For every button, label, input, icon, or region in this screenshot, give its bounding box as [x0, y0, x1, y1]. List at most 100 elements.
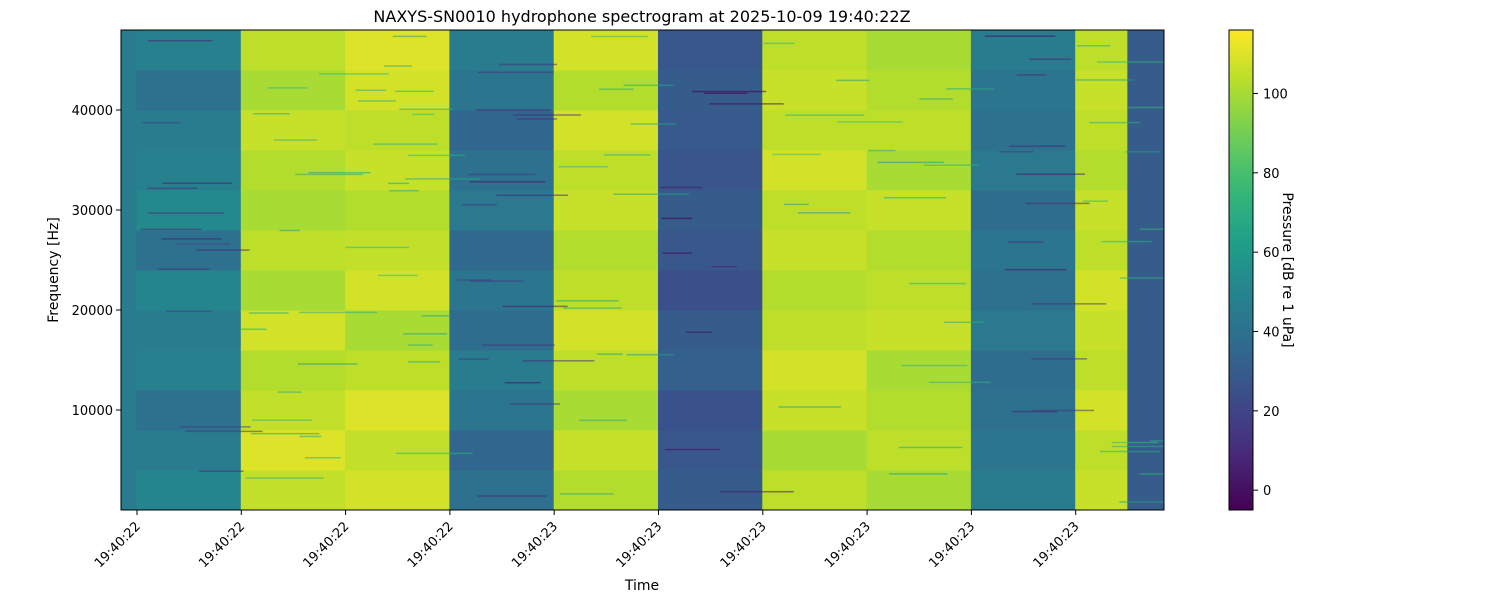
- harmonic-streak: [877, 161, 944, 164]
- heatmap-cell: [136, 189, 242, 231]
- heatmap-cell: [136, 389, 242, 431]
- harmonic-streak: [140, 228, 202, 231]
- heatmap-cell: [553, 30, 659, 71]
- heatmap-cell: [762, 229, 868, 271]
- harmonic-streak: [923, 164, 979, 166]
- harmonic-streak: [1031, 358, 1087, 360]
- heatmap-cell: [658, 229, 764, 271]
- harmonic-streak: [1029, 58, 1072, 60]
- heatmap-cell: [449, 69, 555, 111]
- harmonic-streak: [837, 121, 903, 123]
- x-axis-label: Time: [624, 578, 659, 594]
- colorbar: [1228, 29, 1254, 511]
- y-tick-label: 40000: [72, 104, 113, 119]
- heatmap-cell: [240, 149, 347, 191]
- harmonic-streak: [295, 173, 364, 176]
- heatmap-cell: [658, 349, 764, 391]
- harmonic-streak: [984, 35, 1056, 37]
- harmonic-streak: [499, 63, 557, 66]
- heatmap-cell: [240, 429, 347, 471]
- heatmap-cell: [240, 229, 347, 271]
- colorbar-ticks: 0 20 40 60 80 100: [1253, 87, 1288, 499]
- harmonic-streak: [630, 123, 676, 125]
- heatmap-cell: [553, 109, 659, 151]
- harmonic-streak: [161, 238, 222, 240]
- heatmap-cell: [449, 189, 555, 231]
- harmonic-streak: [176, 243, 230, 245]
- heatmap-cell: [553, 309, 659, 351]
- harmonic-streak: [461, 204, 497, 206]
- harmonic-streak: [1112, 445, 1164, 448]
- harmonic-streak: [563, 307, 622, 309]
- harmonic-streak: [477, 71, 554, 74]
- heatmap-cell: [762, 309, 868, 351]
- heatmap-cell: [240, 269, 347, 311]
- harmonic-streak: [558, 165, 608, 168]
- heatmap-cell: [449, 309, 555, 351]
- heatmap-cell: [658, 309, 764, 351]
- harmonic-streak: [250, 432, 320, 435]
- heatmap-cell: [345, 469, 451, 510]
- harmonic-streak: [797, 212, 851, 214]
- harmonic-streak: [660, 186, 702, 189]
- harmonic-streak: [403, 333, 448, 335]
- harmonic-streak: [469, 280, 524, 282]
- harmonic-streak: [241, 328, 267, 331]
- heatmap-cell: [866, 349, 972, 391]
- harmonic-streak: [919, 98, 953, 100]
- harmonic-streak: [1120, 277, 1164, 279]
- harmonic-streak: [1031, 303, 1107, 305]
- heatmap-cell: [658, 189, 764, 231]
- colorbar-tick-label: 100: [1263, 87, 1288, 102]
- heatmap-cell: [866, 309, 972, 351]
- heatmap-cell: [240, 109, 347, 151]
- heatmap-cell: [136, 149, 242, 191]
- heatmap-cell: [136, 109, 242, 151]
- heatmap-cell: [866, 389, 972, 431]
- harmonic-streak: [1004, 268, 1067, 271]
- harmonic-streak: [785, 114, 865, 116]
- heatmap-cell: [970, 229, 1077, 271]
- heatmap-cell: [345, 229, 451, 271]
- harmonic-streak: [392, 35, 427, 38]
- plot-area-frame: [120, 29, 1165, 511]
- colorbar-tick-label: 40: [1263, 325, 1280, 340]
- harmonic-streak: [253, 113, 290, 115]
- harmonic-streak: [1009, 145, 1066, 147]
- heatmap-cell: [866, 269, 972, 311]
- x-tick-label: 19:40:23: [718, 519, 770, 571]
- heatmap-cell: [866, 109, 972, 151]
- harmonic-streak: [928, 381, 991, 384]
- heatmap-cell: [553, 429, 659, 471]
- heatmap-cell: [345, 189, 451, 231]
- harmonic-streak: [703, 92, 748, 94]
- spectrogram-heatmap: [121, 30, 1164, 510]
- harmonic-streak: [664, 448, 721, 451]
- harmonic-streak: [603, 154, 651, 156]
- heatmap-cell: [136, 269, 242, 311]
- heatmap-cell: [866, 229, 972, 271]
- heatmap-cell: [553, 469, 659, 510]
- harmonic-streak: [1076, 79, 1135, 81]
- harmonic-streak: [412, 113, 435, 116]
- harmonic-streak: [1125, 151, 1160, 153]
- harmonic-streak: [1096, 61, 1164, 63]
- harmonic-streaks: [140, 35, 1164, 503]
- harmonic-streak: [784, 203, 809, 206]
- harmonic-streak: [421, 315, 451, 317]
- harmonic-streak: [711, 265, 737, 268]
- heatmap-cell: [240, 469, 347, 510]
- colorbar-tick-label: 80: [1263, 167, 1280, 182]
- heatmap-cell: [553, 229, 659, 271]
- heatmap-cell: [866, 69, 972, 111]
- harmonic-streak: [299, 311, 378, 314]
- heatmap-cell: [762, 30, 868, 71]
- harmonic-streak: [1101, 240, 1152, 243]
- harmonic-streak: [597, 353, 623, 355]
- heatmap-cell: [762, 189, 868, 231]
- heatmap-cell: [136, 30, 242, 71]
- harmonic-streak: [1007, 241, 1044, 243]
- harmonic-streak: [944, 321, 985, 324]
- harmonic-streak: [516, 118, 557, 120]
